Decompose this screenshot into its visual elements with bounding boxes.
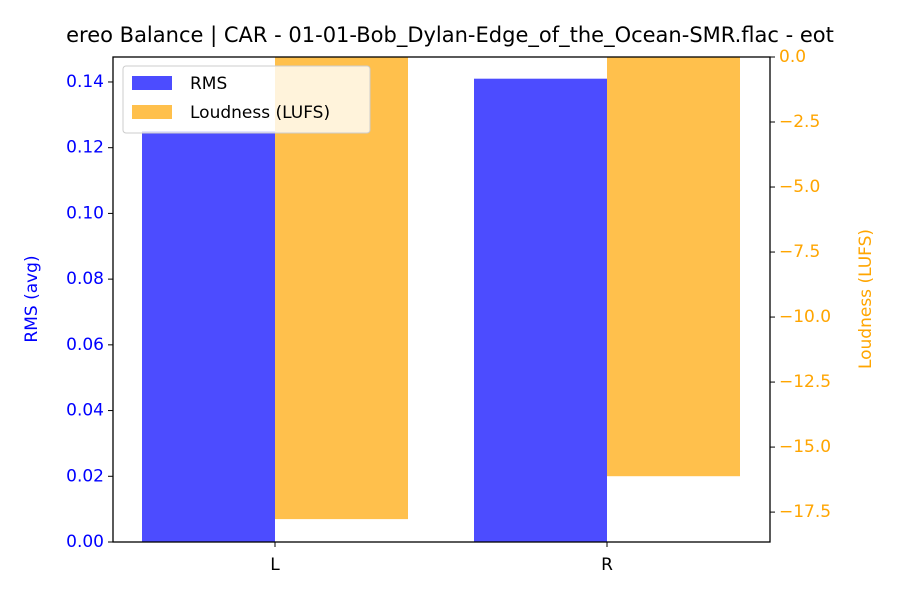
y-tick-label: 0.12 <box>66 138 104 158</box>
y2-tick-label: −12.5 <box>779 372 831 392</box>
y-tick-label: 0.02 <box>66 466 104 486</box>
legend-box <box>122 65 371 134</box>
plot-frame <box>112 56 771 543</box>
legend-label: Loudness (LUFS) <box>190 103 330 123</box>
y-tick-label: 0.14 <box>66 72 104 92</box>
y2-tick-label: −7.5 <box>779 242 820 262</box>
legend-swatch <box>132 76 172 90</box>
y2-tick-label: −5.0 <box>779 177 820 197</box>
legend-label: RMS <box>190 74 227 94</box>
bar <box>607 57 740 477</box>
y2-tick-label: −2.5 <box>779 112 820 132</box>
y-tick-label: 0.04 <box>66 401 104 421</box>
y2-tick-label: −10.0 <box>779 307 831 327</box>
y-tick-label: 0.06 <box>66 335 104 355</box>
y2-tick-label: 0.0 <box>779 47 806 67</box>
y2-axis-label: Loudness (LUFS) <box>856 229 876 369</box>
x-tick-label: R <box>601 555 613 575</box>
y2-tick-label: −17.5 <box>779 502 831 522</box>
bar <box>142 131 275 542</box>
y-tick-label: 0.00 <box>66 532 104 552</box>
legend-swatch <box>132 105 172 119</box>
y-tick-label: 0.10 <box>66 203 104 223</box>
bar <box>275 57 408 520</box>
y-axis-label: RMS (avg) <box>22 255 42 342</box>
x-tick-label: L <box>270 555 280 575</box>
chart-title: ereo Balance | CAR - 01-01-Bob_Dylan-Edg… <box>66 23 834 48</box>
y-tick-label: 0.08 <box>66 269 104 289</box>
y2-tick-label: −15.0 <box>779 437 831 457</box>
bar <box>474 78 607 543</box>
